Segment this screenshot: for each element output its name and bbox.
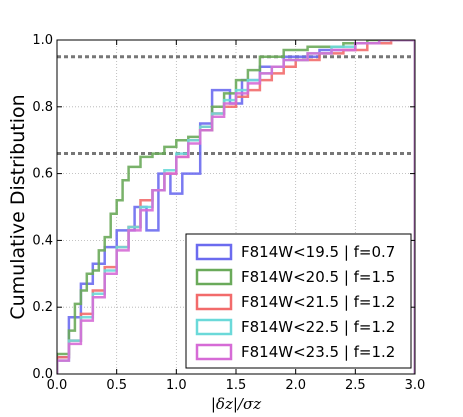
x-axis-label: |δz|/σz <box>211 395 261 413</box>
x-tick-label: 2.5 <box>345 378 366 393</box>
legend-entries: F814W<19.5 | f=0.7 F814W<20.5 | f=1.5 F814… <box>195 243 395 361</box>
x-tick-label: 0.0 <box>47 378 68 393</box>
y-tick-label: 0.2 <box>32 300 53 315</box>
series-line <box>57 40 415 374</box>
legend-swatch <box>195 318 233 336</box>
reference-lines <box>57 55 415 156</box>
x-axis-ticks: 0.0 0.5 1.0 1.5 2.0 2.5 3.0 <box>47 40 426 393</box>
y-axis-label: Cumulative Distribution <box>7 94 29 319</box>
legend-swatch <box>195 268 233 286</box>
series-layer <box>57 40 415 374</box>
legend-label: F814W<22.5 | f=1.2 <box>241 318 395 336</box>
legend-label: F814W<21.5 | f=1.2 <box>241 293 395 311</box>
y-axis-ticks: 0.0 0.2 0.4 0.6 0.8 1.0 <box>32 33 415 382</box>
x-tick-label: 1.5 <box>226 378 247 393</box>
y-tick-label: 0.8 <box>32 100 53 115</box>
legend-label: F814W<19.5 | f=0.7 <box>241 243 395 261</box>
y-tick-label: 0.6 <box>32 167 53 182</box>
legend-label: F814W<23.5 | f=1.2 <box>241 343 395 361</box>
x-tick-label: 0.5 <box>106 378 127 393</box>
legend: F814W<19.5 | f=0.7 F814W<20.5 | f=1.5 F814… <box>185 233 412 369</box>
legend-swatch <box>195 343 233 361</box>
x-tick-label: 2.0 <box>285 378 306 393</box>
y-tick-label: 1.0 <box>32 33 53 48</box>
y-tick-label: 0.4 <box>32 233 53 248</box>
x-tick-label: 3.0 <box>405 378 426 393</box>
legend-swatch <box>195 293 233 311</box>
x-tick-label: 1.0 <box>166 378 187 393</box>
legend-swatch <box>195 243 233 261</box>
legend-label: F814W<20.5 | f=1.5 <box>241 268 395 286</box>
series-line <box>57 40 415 374</box>
y-tick-label: 0.0 <box>32 367 53 382</box>
